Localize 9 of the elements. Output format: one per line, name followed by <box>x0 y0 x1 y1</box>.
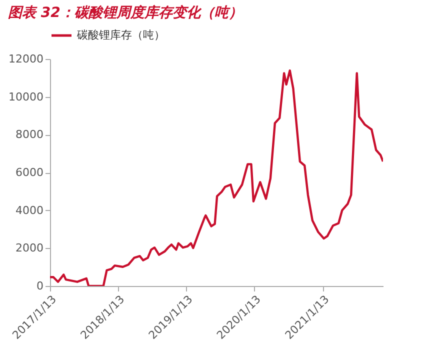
chart-title: 图表 32：碳酸锂周度库存变化（吨） <box>8 4 242 21</box>
y-tick-label: 2000 <box>16 242 44 255</box>
y-tick-label: 12000 <box>8 52 44 66</box>
y-tick-label: 6000 <box>16 166 44 179</box>
y-tick-label: 0 <box>36 280 44 292</box>
legend-label: 碳酸锂库存（吨） <box>76 28 165 42</box>
y-tick-label: 10000 <box>8 90 44 104</box>
y-tick-label: 8000 <box>16 128 44 142</box>
y-tick-label: 4000 <box>16 204 44 217</box>
